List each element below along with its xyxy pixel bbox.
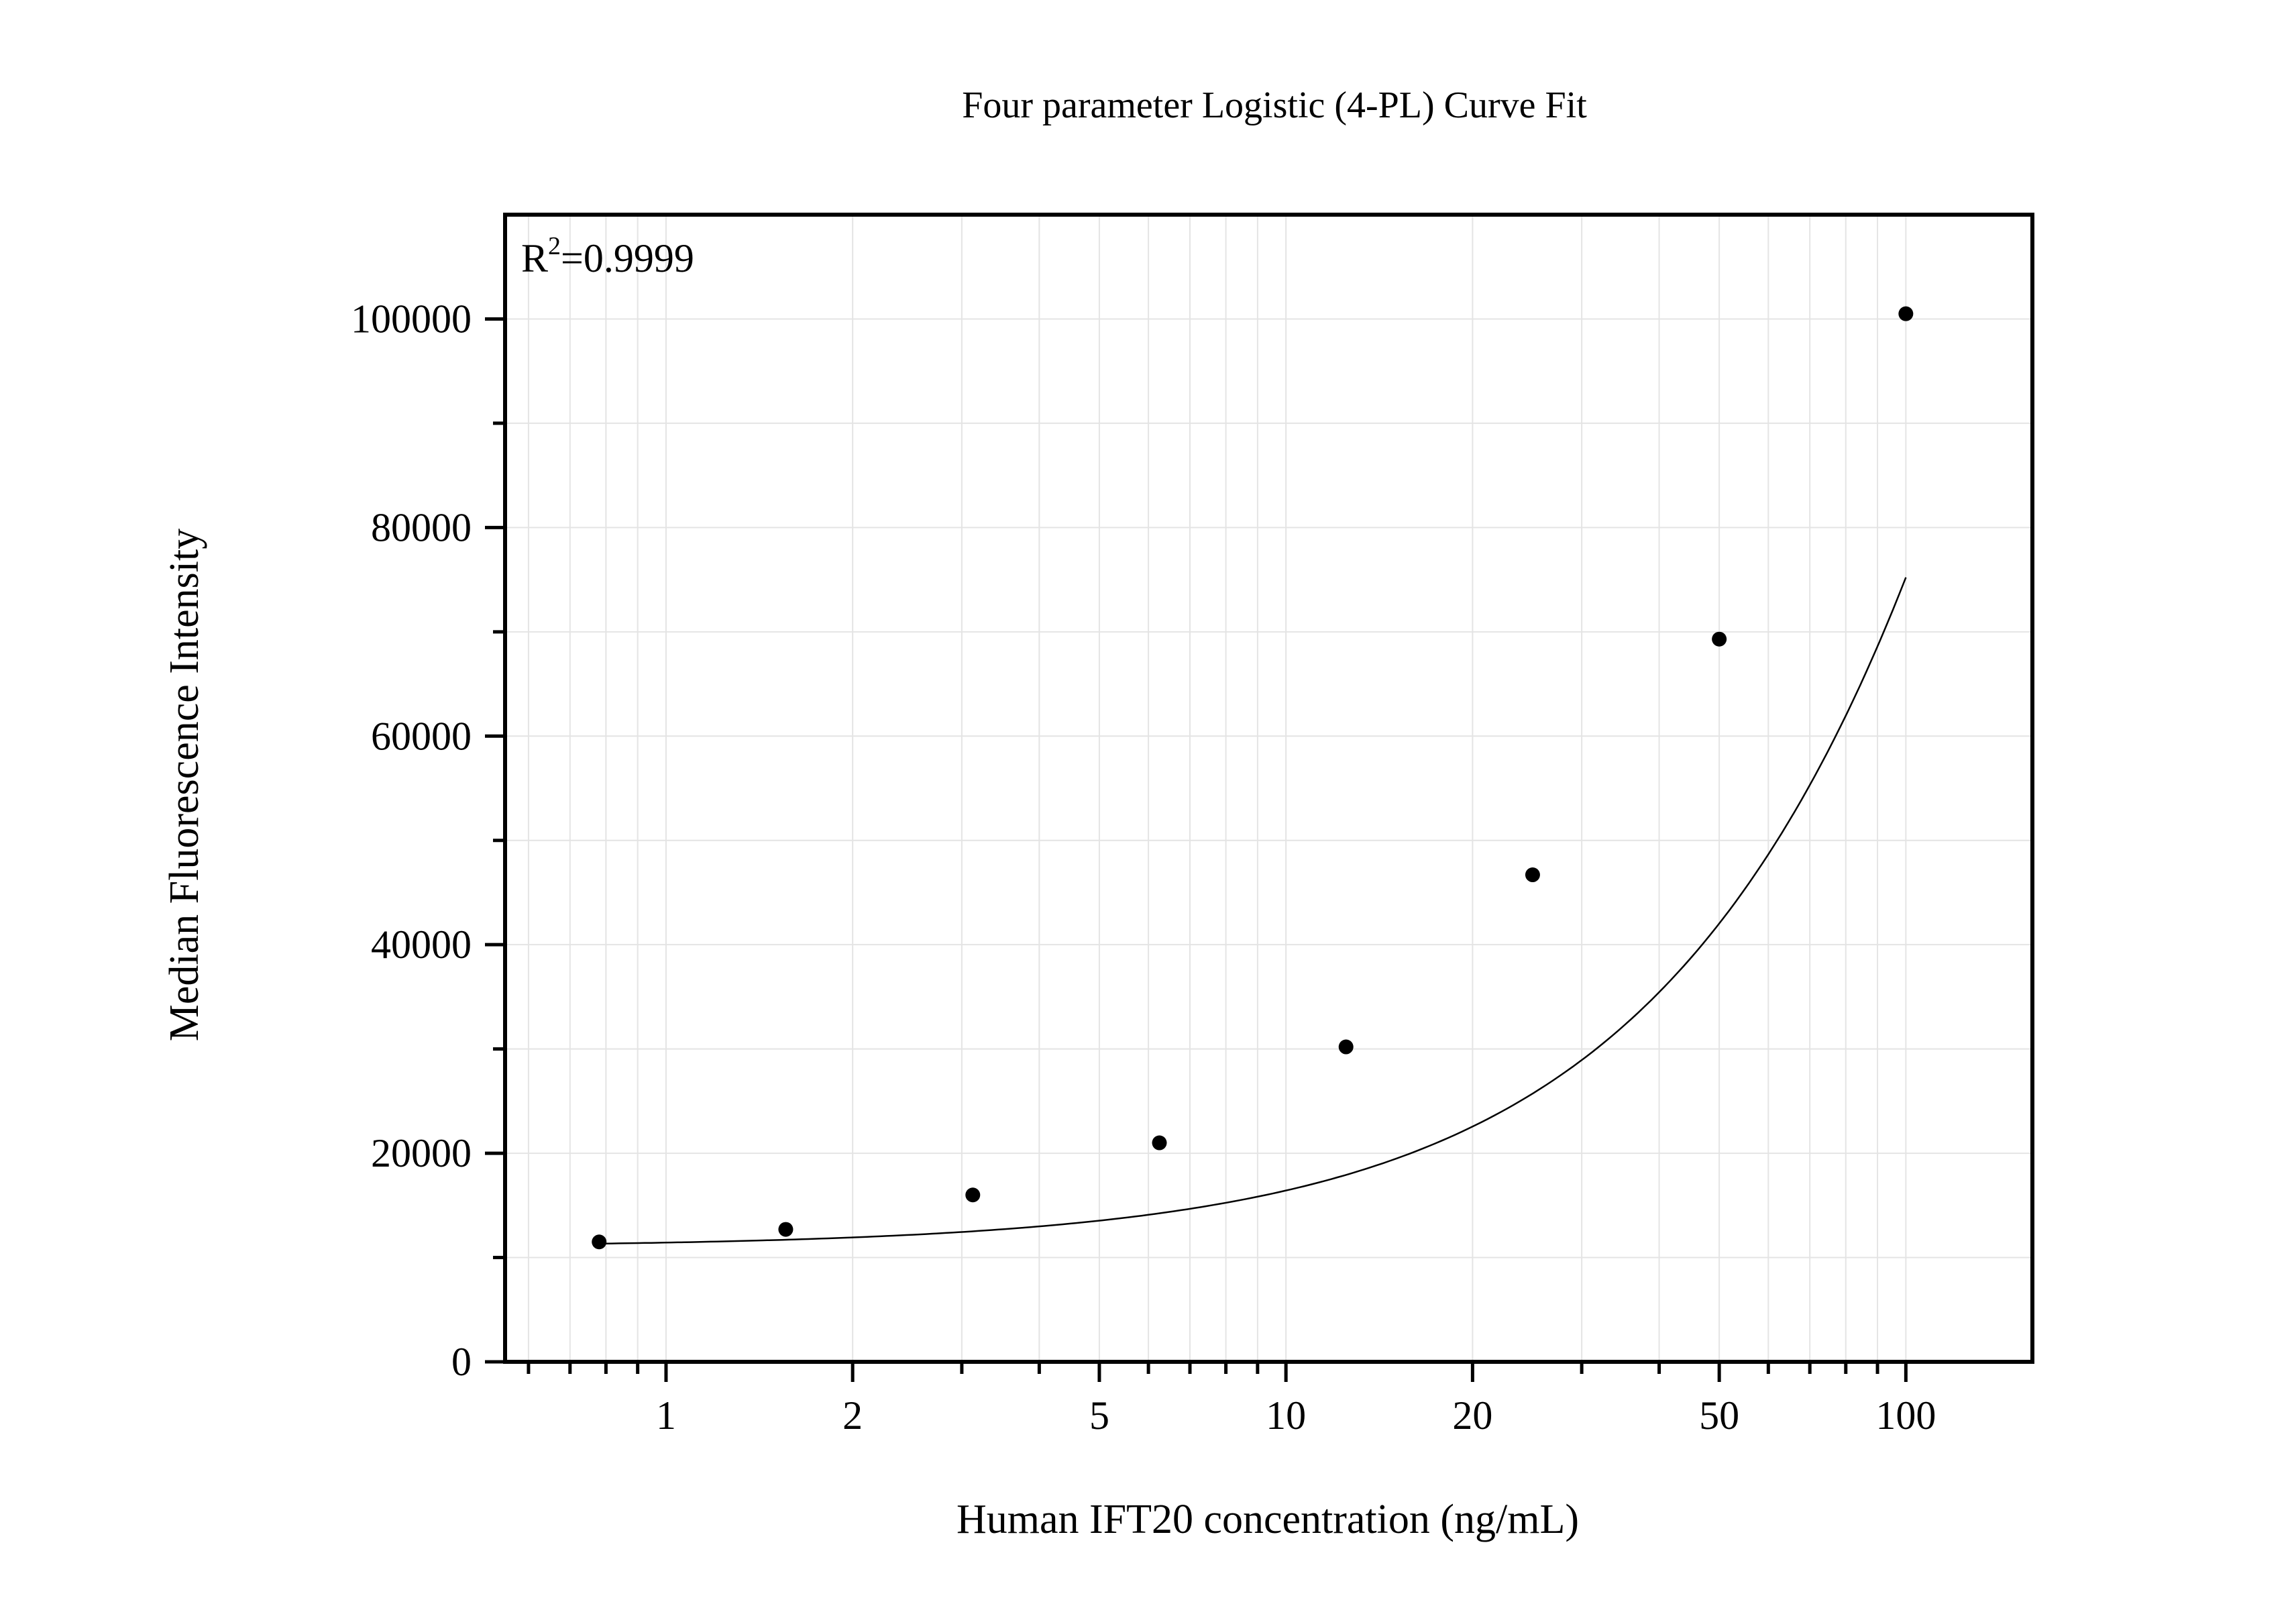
- y-tick-label: 0: [451, 1340, 472, 1384]
- r-squared-superscript: 2: [548, 232, 561, 260]
- y-tick-label: 20000: [371, 1131, 472, 1175]
- gridlines: [505, 215, 2032, 1362]
- x-tick-label: 100: [1875, 1393, 1936, 1438]
- r-squared-value: =0.9999: [561, 236, 694, 280]
- data-point: [592, 1234, 607, 1250]
- data-point: [965, 1187, 981, 1203]
- y-tick-label: 40000: [371, 922, 472, 967]
- fit-curve: [599, 577, 1907, 1245]
- data-point: [1152, 1135, 1167, 1151]
- x-tick-label: 1: [656, 1393, 676, 1438]
- y-tick-label: 100000: [351, 297, 472, 341]
- x-tick-label: 2: [842, 1393, 863, 1438]
- data-point: [1898, 306, 1914, 321]
- x-tick-label: 20: [1452, 1393, 1492, 1438]
- x-tick-label: 5: [1089, 1393, 1109, 1438]
- axis-ticks: [485, 317, 1908, 1382]
- x-axis-label: Human IFT20 concentration (ng/mL): [956, 1497, 1579, 1542]
- data-point: [1525, 867, 1540, 883]
- y-tick-label: 60000: [371, 714, 472, 758]
- plot-frame: [503, 213, 2034, 1364]
- y-tick-labels: 0 20000 40000 60000 80000 100000: [351, 297, 472, 1384]
- r-squared-annotation: R2=0.9999: [521, 232, 694, 280]
- r-squared-base: R: [521, 236, 548, 280]
- x-tick-labels: 1 2 5 10 20 50 100: [656, 1393, 1936, 1438]
- y-axis-label: Median Fluorescence Intensity: [162, 529, 207, 1041]
- y-tick-label: 80000: [371, 505, 472, 549]
- chart-title: Four parameter Logistic (4-PL) Curve Fit: [962, 85, 1587, 126]
- data-point: [778, 1222, 794, 1237]
- x-tick-label: 10: [1266, 1393, 1306, 1438]
- data-points: [592, 306, 1914, 1250]
- x-tick-label: 50: [1699, 1393, 1739, 1438]
- data-point: [1338, 1039, 1354, 1055]
- data-point: [1712, 631, 1727, 647]
